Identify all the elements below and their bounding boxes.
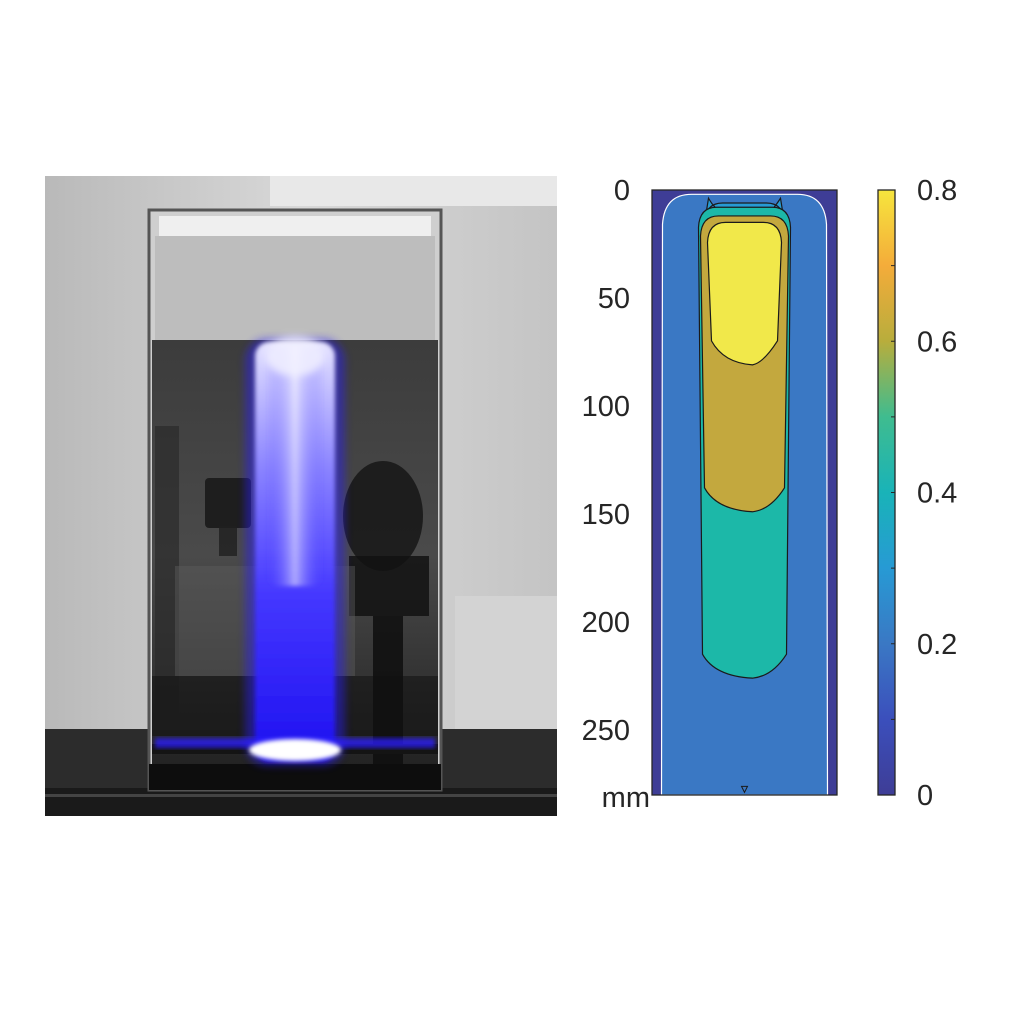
beaker-laser-photo — [45, 176, 557, 816]
y-tick-label-3: 150 — [582, 499, 630, 531]
contour-marker — [740, 785, 749, 794]
y-tick-label-2: 100 — [582, 391, 630, 423]
colorbar-tick-label-0: 0 — [917, 780, 933, 812]
contour-plot: 0 50 100 150 200 250 mm 0 0.2 0.4 0.6 0.8 — [582, 175, 958, 814]
y-tick-label-5: 250 — [582, 715, 630, 747]
y-tick-label-1: 50 — [598, 283, 630, 315]
colorbar: 0 0.2 0.4 0.6 0.8 — [877, 175, 957, 812]
y-axis-ticks: 0 50 100 150 200 250 — [582, 175, 630, 747]
colorbar-tick-label-2: 0.4 — [917, 478, 957, 510]
laser-beam — [155, 336, 435, 766]
colorbar-tick-label-4: 0.8 — [917, 175, 957, 207]
y-tick-label-4: 200 — [582, 607, 630, 639]
y-axis-unit-label: mm — [602, 782, 650, 814]
plot-frame — [651, 189, 838, 796]
y-tick-label-0: 0 — [614, 175, 630, 207]
colorbar-tick-label-1: 0.2 — [917, 629, 957, 661]
contour-layer — [652, 190, 837, 796]
colorbar-tick-label-3: 0.6 — [917, 326, 957, 358]
contour-level-5 — [706, 221, 783, 366]
